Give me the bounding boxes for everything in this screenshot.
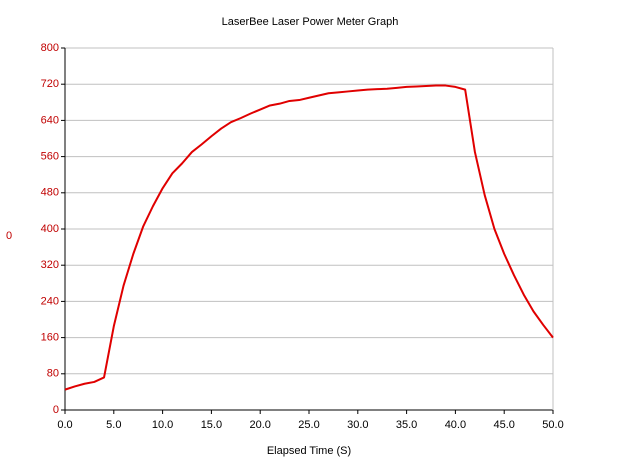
x-tick-label: 25.0 [298,419,319,431]
x-tick-label: 30.0 [347,419,368,431]
y-tick-label: 400 [41,223,59,235]
data-line [64,84,554,391]
y-axis-label: 0 [6,230,12,242]
x-tick-label: 40.0 [445,419,466,431]
x-tick-label: 50.0 [542,419,563,431]
y-tick-label: 320 [41,259,59,271]
y-tick-label: 560 [41,151,59,163]
y-tick-label: 800 [41,42,59,54]
x-tick-label: 5.0 [106,419,121,431]
x-tick-label: 10.0 [152,419,173,431]
x-axis-label: Elapsed Time (S) [267,445,351,457]
y-tick-label: 0 [53,404,59,416]
y-tick-label: 80 [47,368,59,380]
y-tick-label: 480 [41,187,59,199]
x-tick-label: 20.0 [249,419,270,431]
y-tick-label: 720 [41,78,59,90]
x-tick-label: 15.0 [201,419,222,431]
chart-title: LaserBee Laser Power Meter Graph [222,16,399,28]
y-tick-label: 240 [41,295,59,307]
x-tick-label: 0.0 [57,419,72,431]
y-tick-label: 640 [41,114,59,126]
x-tick-label: 35.0 [396,419,417,431]
y-tick-label: 160 [41,332,59,344]
x-tick-label: 45.0 [493,419,514,431]
